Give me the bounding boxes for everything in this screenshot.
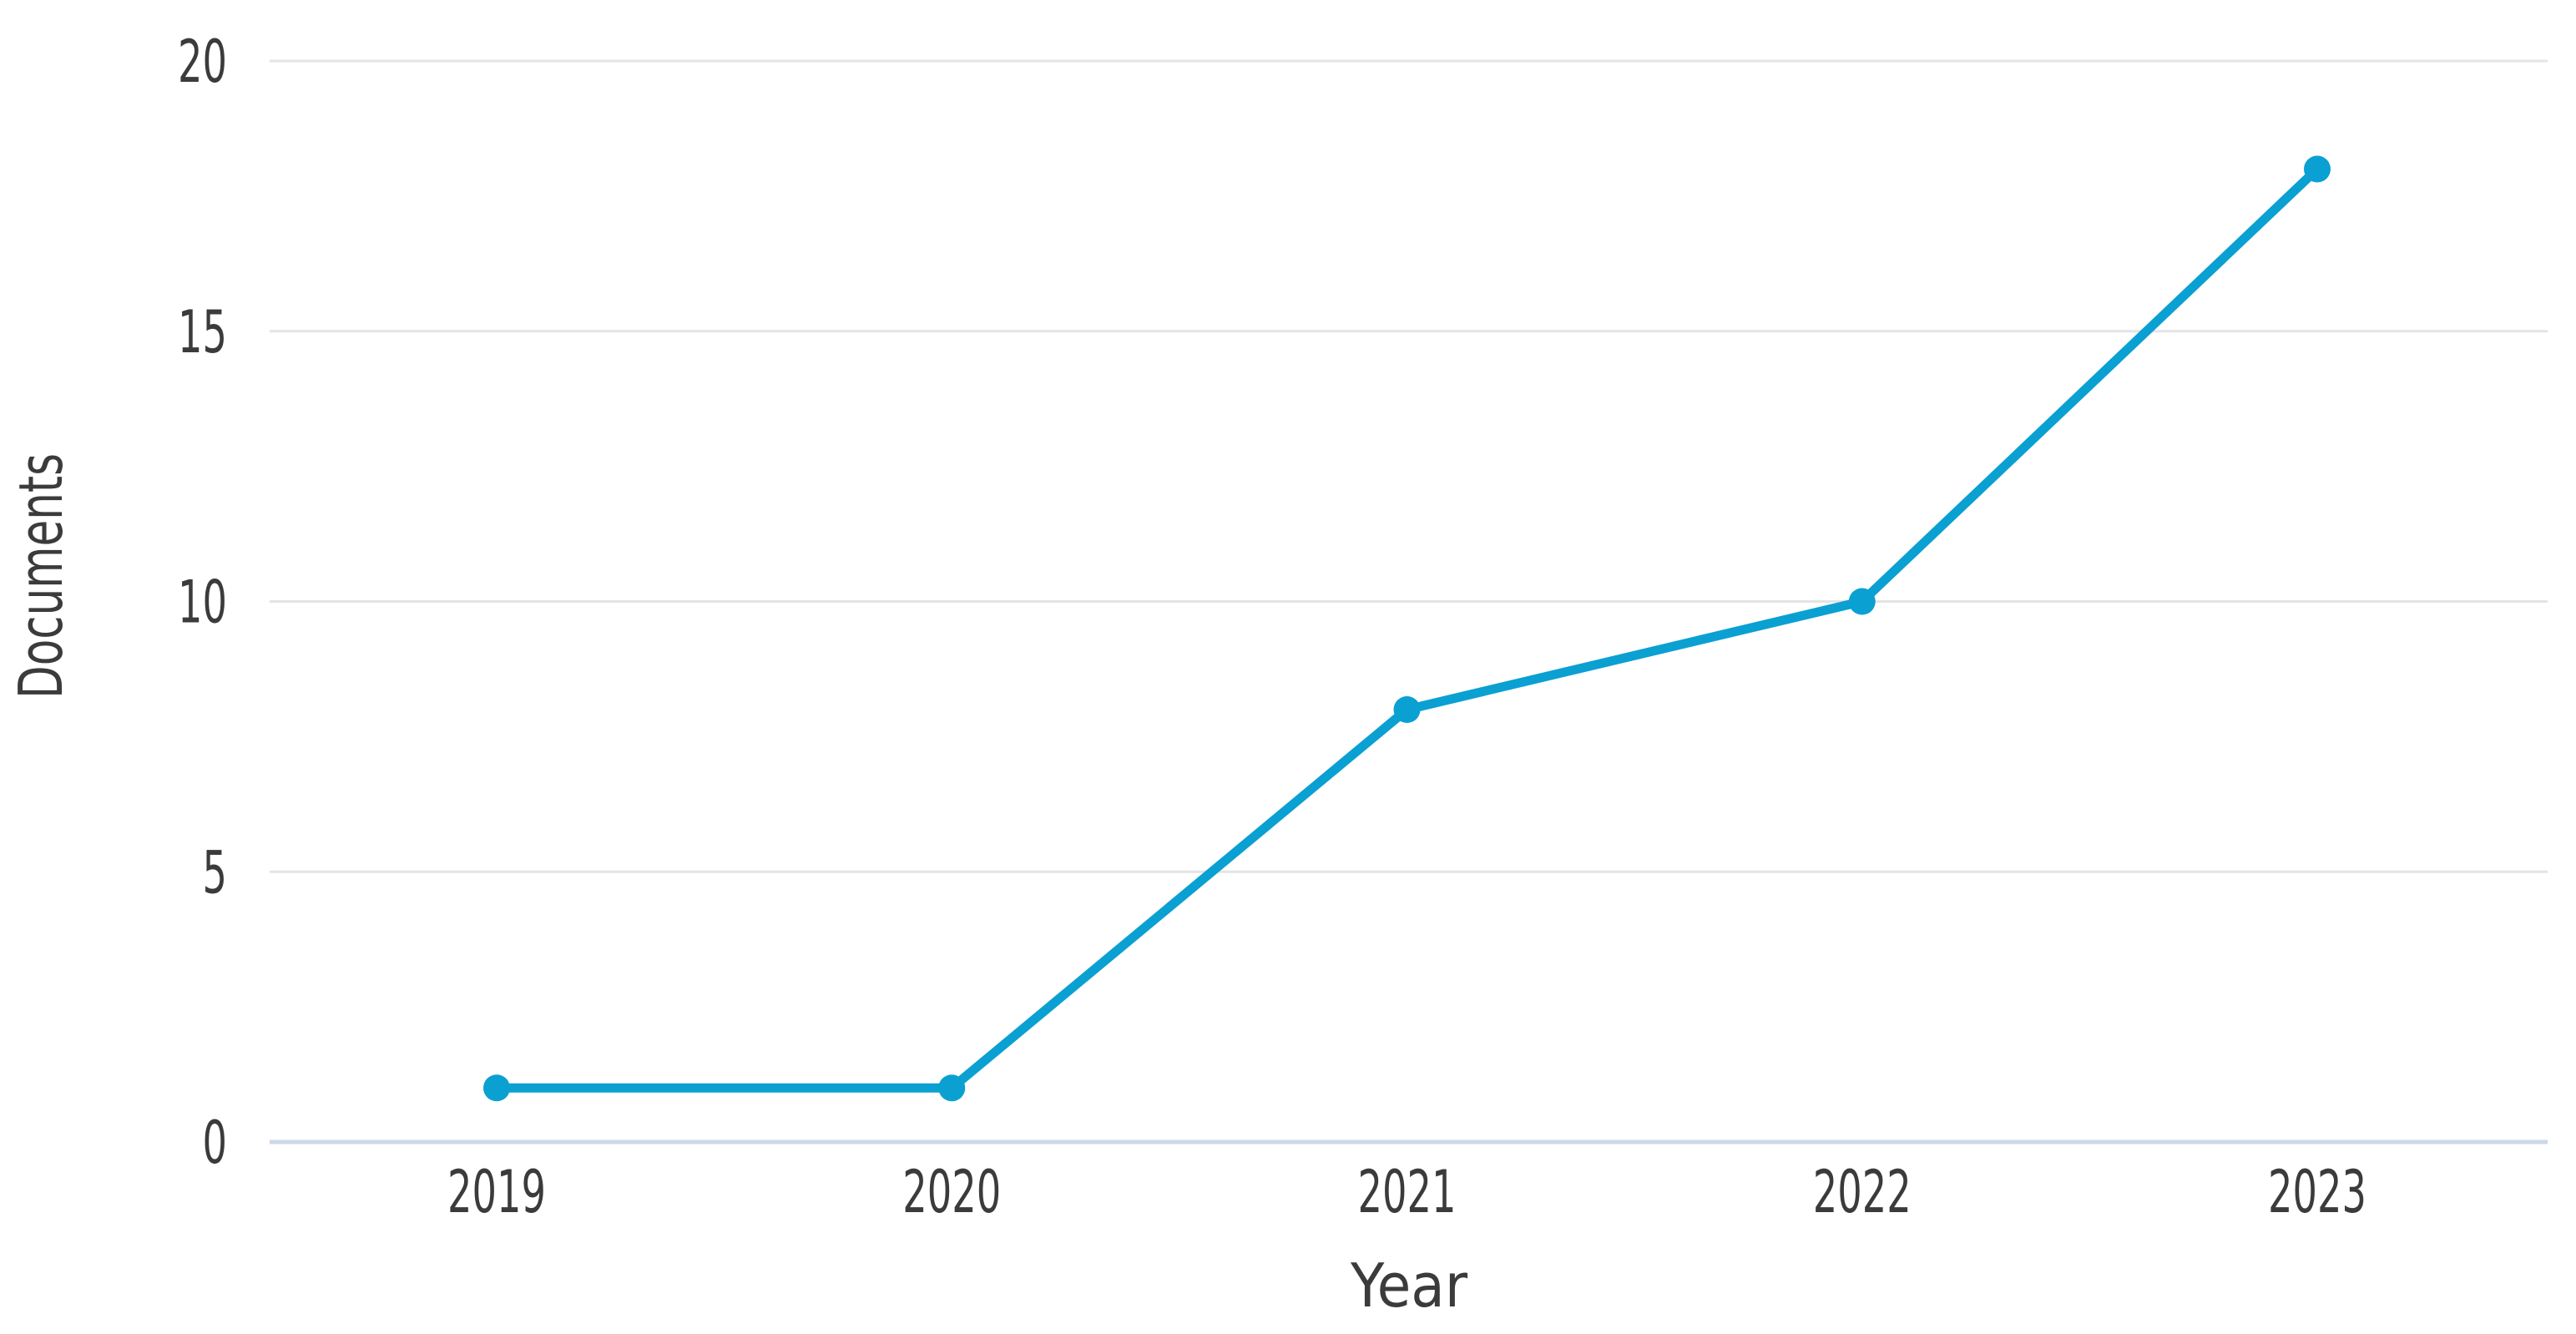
y-tick-label-20: 20 [178,28,227,96]
y-tick-label-5: 5 [203,838,228,907]
y-tick-labels-group: 0 5 10 15 20 [178,28,227,1177]
data-point-2019 [483,1074,510,1102]
y-axis-title: Documents [6,453,76,699]
x-axis-title: Year [1350,1251,1467,1321]
y-tick-label-0: 0 [203,1109,228,1177]
y-tick-label-10: 10 [178,568,227,637]
data-point-2023 [2304,155,2331,183]
data-series-group [483,155,2331,1102]
x-tick-label-2021: 2021 [1358,1158,1457,1226]
x-tick-label-2022: 2022 [1813,1158,1912,1226]
y-tick-label-15: 15 [178,298,227,366]
gridlines-group [270,59,2548,1145]
data-point-2020 [938,1074,966,1102]
x-tick-label-2020: 2020 [902,1158,1001,1226]
data-point-2022 [1848,588,1876,615]
data-line-documents [492,164,2322,1093]
x-tick-label-2019: 2019 [447,1158,546,1226]
data-point-2021 [1393,696,1421,723]
x-tick-labels-group: 2019 2020 2021 2022 2023 [447,1158,2366,1226]
x-tick-label-2023: 2023 [2268,1158,2366,1226]
